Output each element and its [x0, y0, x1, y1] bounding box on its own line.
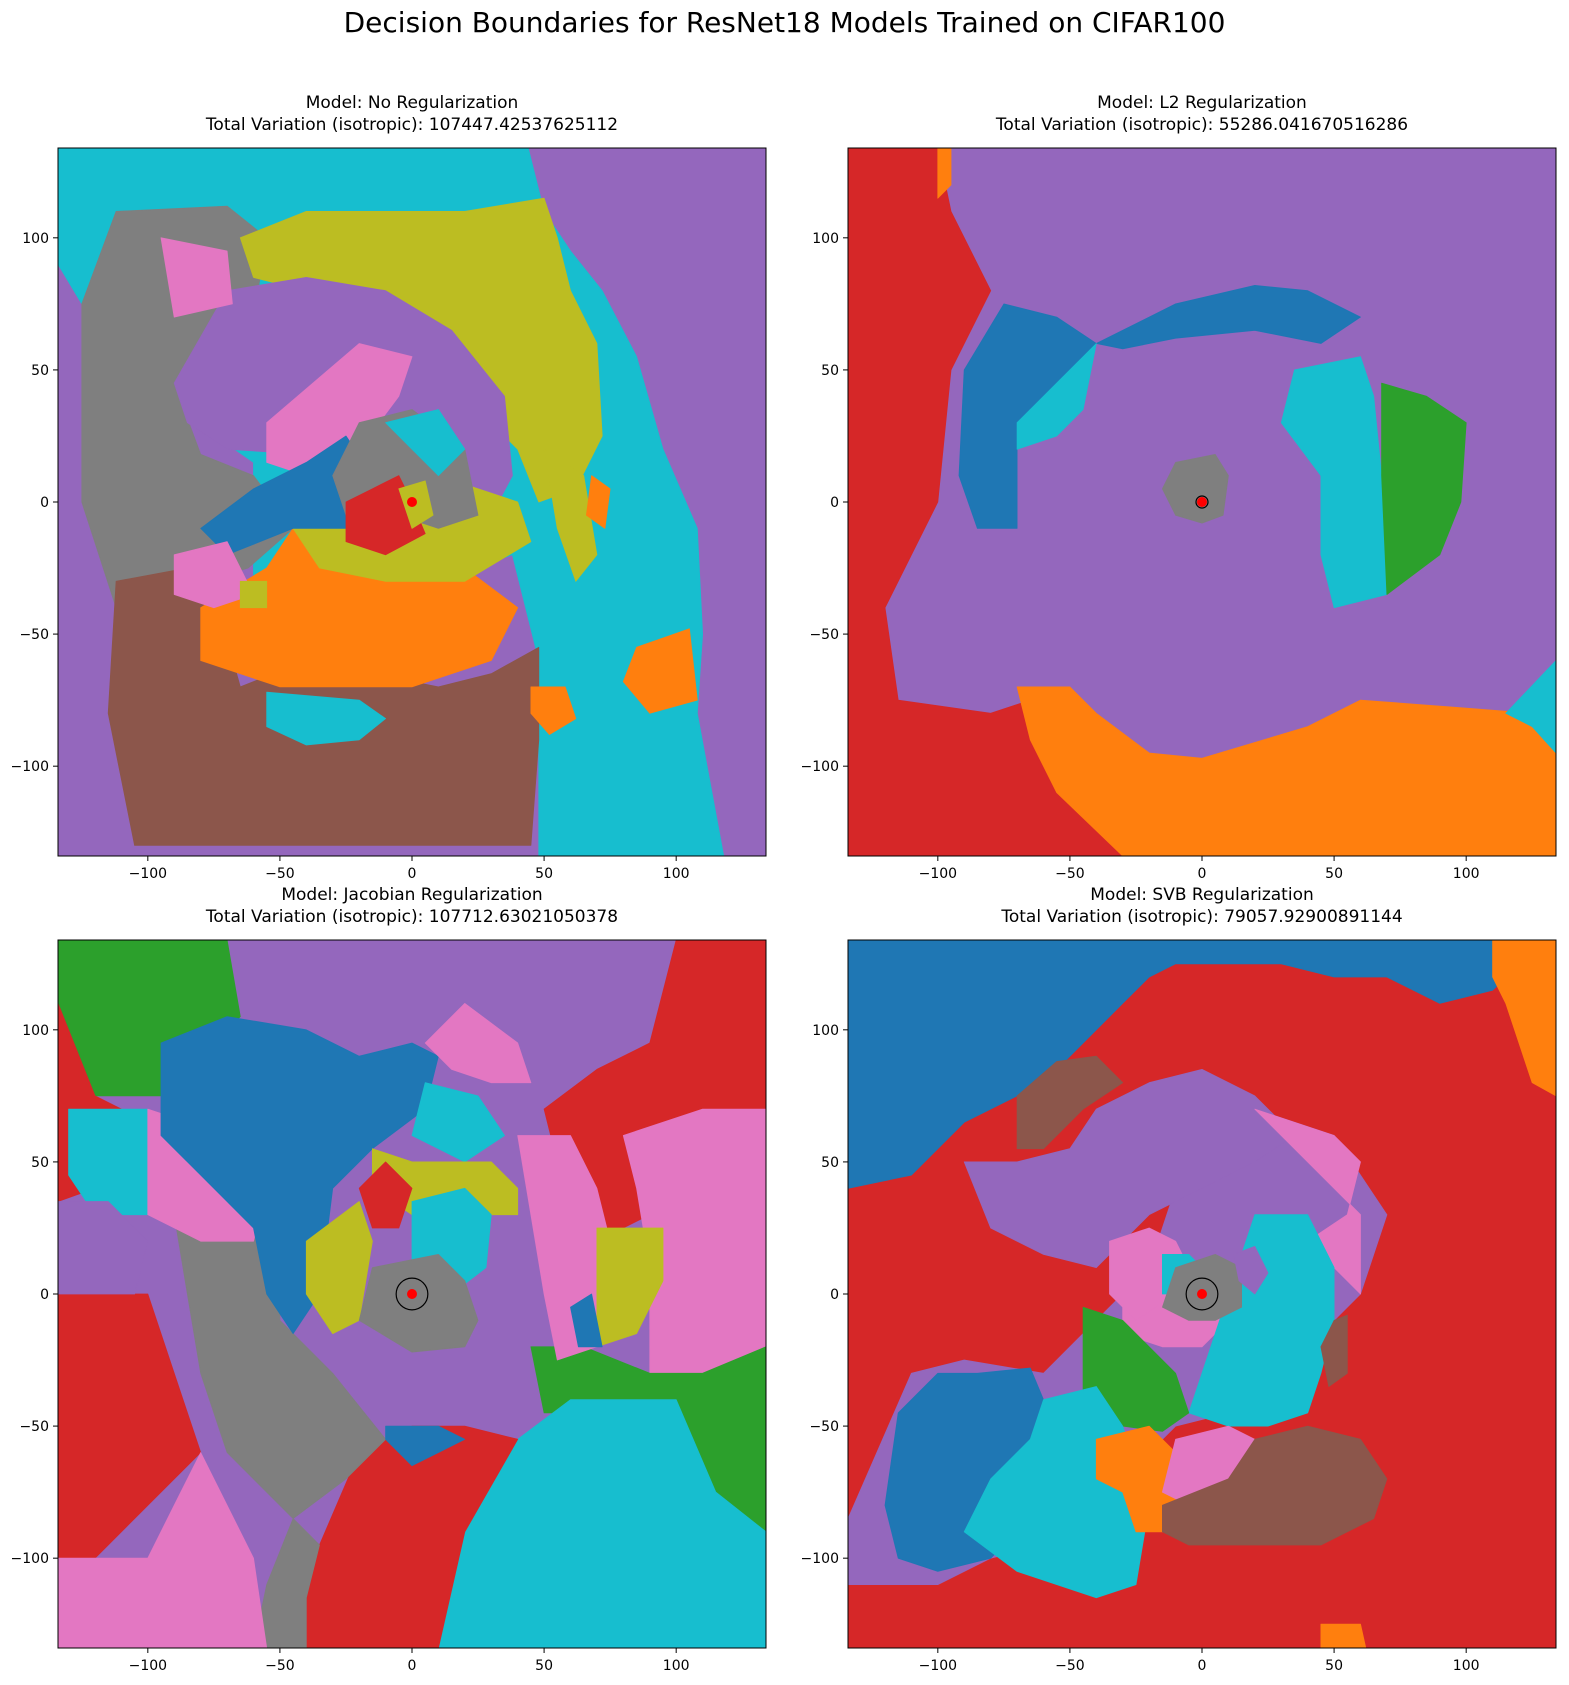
y-tick-label: 100	[22, 231, 49, 247]
region-gray	[1162, 1254, 1242, 1321]
figure-suptitle: Decision Boundaries for ResNet18 Models …	[344, 6, 1226, 39]
x-tick-label: −50	[1055, 866, 1085, 882]
marker-circle	[1185, 1277, 1219, 1311]
y-tick-label: 100	[812, 1023, 839, 1039]
x-tick-label: −50	[265, 866, 295, 882]
y-tick-label: 50	[821, 1155, 839, 1171]
y-tick-label: 0	[830, 495, 839, 511]
x-tick-label: 0	[1198, 866, 1207, 882]
y-tick-label: −100	[11, 1551, 49, 1567]
x-tick-label: −100	[919, 866, 957, 882]
x-tick-label: 50	[535, 866, 553, 882]
y-tick-label: −50	[19, 627, 49, 643]
x-tick-label: 50	[535, 1658, 553, 1674]
x-tick-label: −50	[265, 1658, 295, 1674]
y-tick-label: −50	[809, 627, 839, 643]
region-blue	[1095, 284, 1361, 350]
x-tick-label: 0	[408, 1658, 417, 1674]
region-orange	[1095, 1425, 1176, 1533]
plot-area	[848, 940, 1556, 1648]
y-tick-label: −100	[11, 759, 49, 775]
marker-point	[1197, 497, 1207, 507]
y-tick-label: −100	[801, 1551, 839, 1567]
region-cyan	[1016, 343, 1097, 450]
marker-circle	[1195, 495, 1209, 509]
x-tick-label: −50	[1055, 1658, 1085, 1674]
region-blue	[385, 1425, 466, 1467]
region-pink	[424, 1003, 532, 1084]
region-orange	[1016, 686, 1556, 856]
subplot-title: Model: No Regularization	[306, 93, 519, 113]
x-tick-label: −100	[919, 1658, 957, 1674]
x-tick-label: 0	[408, 866, 417, 882]
y-tick-label: 100	[812, 231, 839, 247]
region-pink	[173, 541, 254, 609]
region-olive	[239, 580, 268, 609]
y-tick-label: 0	[40, 495, 49, 511]
x-tick-label: 100	[663, 1658, 690, 1674]
region-cyan	[1280, 356, 1388, 609]
x-tick-label: 50	[1325, 1658, 1343, 1674]
y-tick-label: 100	[22, 1023, 49, 1039]
y-tick-label: 0	[40, 1287, 49, 1303]
subplot-subtitle: Total Variation (isotropic): 107447.4253…	[205, 115, 618, 135]
subplot-title: Model: SVB Regularization	[1090, 885, 1314, 905]
region-olive	[543, 448, 598, 582]
region-pink	[58, 1452, 268, 1648]
y-tick-label: 50	[31, 1155, 49, 1171]
marker-circle	[395, 1277, 429, 1311]
region-orange	[1492, 940, 1556, 1097]
region-cyan	[266, 691, 387, 746]
region-red	[358, 1161, 413, 1229]
region-gray	[1162, 453, 1229, 524]
region-blue	[160, 1016, 439, 1334]
region-blue	[570, 1293, 603, 1348]
region-cyan	[385, 409, 466, 477]
region-brown	[1016, 1055, 1124, 1150]
x-tick-label: 100	[663, 866, 690, 882]
marker-point	[407, 497, 417, 507]
region-purple	[1233, 1246, 1269, 1295]
region-orange	[586, 475, 611, 529]
region-orange	[1320, 1623, 1367, 1648]
x-tick-label: 50	[1325, 866, 1343, 882]
plot-area	[848, 148, 1556, 856]
region-orange	[937, 148, 952, 199]
region-green	[1381, 382, 1467, 595]
region-orange	[622, 628, 698, 714]
region-purple	[58, 1201, 149, 1295]
region-cyan	[1505, 660, 1556, 754]
marker-point	[407, 1289, 417, 1299]
marker-point	[1197, 1289, 1207, 1299]
subplot-title: Model: Jacobian Regularization	[281, 885, 542, 905]
y-tick-label: −100	[801, 759, 839, 775]
subplot-title: Model: L2 Regularization	[1097, 93, 1307, 113]
y-tick-label: 50	[821, 363, 839, 379]
x-tick-label: 100	[1453, 1658, 1480, 1674]
region-cyan	[411, 1082, 505, 1163]
region-pink	[160, 237, 233, 318]
y-tick-label: −50	[19, 1419, 49, 1435]
y-tick-label: −50	[809, 1419, 839, 1435]
region-brown	[1320, 1314, 1348, 1387]
region-brown	[1162, 1425, 1388, 1546]
y-tick-label: 0	[830, 1287, 839, 1303]
y-tick-label: 50	[31, 363, 49, 379]
x-tick-label: 0	[1198, 1658, 1207, 1674]
subplot-subtitle: Total Variation (isotropic): 79057.92900…	[1000, 907, 1402, 927]
subplot-subtitle: Total Variation (isotropic): 107712.6302…	[205, 907, 618, 927]
region-gray	[358, 1254, 479, 1353]
subplot-subtitle: Total Variation (isotropic): 55286.04167…	[995, 115, 1408, 135]
region-orange	[530, 686, 577, 735]
x-tick-label: −100	[129, 1658, 167, 1674]
x-tick-label: −100	[129, 866, 167, 882]
x-tick-label: 100	[1453, 866, 1480, 882]
